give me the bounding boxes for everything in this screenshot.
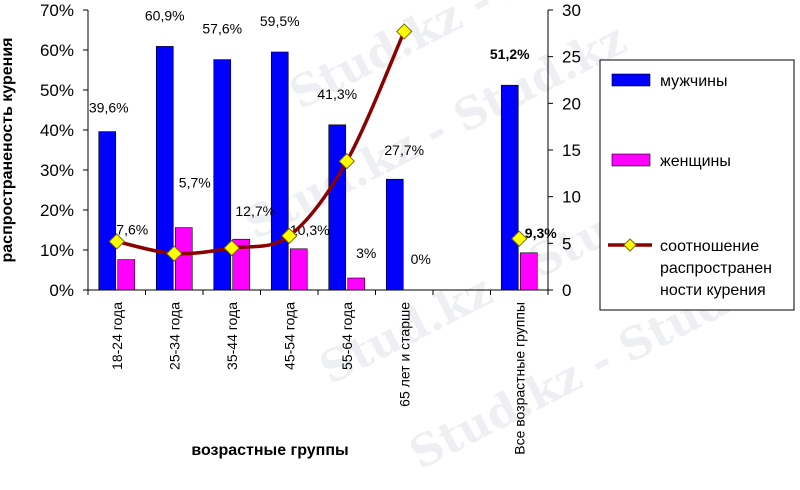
bar-women xyxy=(174,227,193,291)
bar-women xyxy=(347,277,366,291)
x-category-label: Все возрастные группы xyxy=(511,302,527,455)
data-label-women: 12,7% xyxy=(235,203,275,219)
y-left-tick-label: 70% xyxy=(40,1,74,20)
data-label-men: 51,2% xyxy=(490,46,530,62)
y-right-tick-label: 20 xyxy=(562,94,581,113)
data-label-men: 59,5% xyxy=(260,13,300,29)
legend-label: распространен xyxy=(660,260,772,277)
bar-men xyxy=(328,124,347,291)
data-label-men: 41,3% xyxy=(317,86,357,102)
data-label-men: 57,6% xyxy=(202,21,242,37)
x-category-label: 35-44 года xyxy=(224,302,240,370)
data-label-women: 3% xyxy=(356,245,376,261)
x-category-label: 18-24 года xyxy=(109,302,125,370)
y-right-tick-label: 5 xyxy=(562,234,571,253)
y-left-tick-label: 10% xyxy=(40,241,74,260)
data-label-women: 0% xyxy=(411,251,431,267)
bar-men xyxy=(270,51,289,291)
y-left-tick-label: 20% xyxy=(40,201,74,220)
data-label-women: 7,6% xyxy=(116,222,148,238)
ratio-marker xyxy=(396,23,413,40)
y-right-tick-label: 30 xyxy=(562,1,581,20)
ratio-marker xyxy=(223,239,240,257)
ratio-marker xyxy=(338,152,355,170)
y-right-tick-label: 10 xyxy=(562,188,581,207)
x-category-label: 65 лет и старше xyxy=(396,302,412,407)
legend-swatch-men xyxy=(611,73,651,87)
y-left-tick-label: 40% xyxy=(40,121,74,140)
bar-women xyxy=(117,259,136,291)
x-category-label: 45-54 года xyxy=(281,302,297,370)
data-label-men: 27,7% xyxy=(384,142,424,158)
data-label-men: 39,6% xyxy=(89,100,129,116)
bar-men xyxy=(98,131,117,291)
y-right-tick-label: 0 xyxy=(562,281,571,300)
ratio-marker xyxy=(511,230,528,247)
legend-label: ности курения xyxy=(660,282,766,299)
data-label-women: 5,7% xyxy=(179,175,211,191)
data-label-men: 60,9% xyxy=(145,7,185,23)
bar-women xyxy=(232,238,251,291)
legend-label: соотношение xyxy=(660,238,759,255)
bar-men xyxy=(385,178,404,291)
legend-swatch-women xyxy=(611,153,651,167)
bar-men xyxy=(213,59,232,291)
x-axis-title: возрастные группы xyxy=(191,442,348,459)
x-category-label: 25-34 года xyxy=(166,302,182,370)
y-right-tick-label: 25 xyxy=(562,48,581,67)
legend-box xyxy=(599,59,795,311)
bar-men xyxy=(155,46,174,291)
y-axis-title: распространеность курения xyxy=(0,38,16,263)
bar-women xyxy=(289,248,308,291)
y-left-tick-label: 50% xyxy=(40,81,74,100)
bar-women xyxy=(519,252,538,291)
data-label-women: 9,3% xyxy=(525,225,557,241)
legend-label: женщины xyxy=(660,153,731,170)
ratio-marker xyxy=(108,233,125,250)
ratio-marker xyxy=(281,227,298,245)
x-category-label: 55-64 года xyxy=(339,302,355,370)
legend-swatch-ratio-marker xyxy=(623,238,637,252)
y-left-tick-label: 0% xyxy=(49,281,74,300)
y-right-tick-label: 15 xyxy=(562,141,581,160)
legend-label: мужчины xyxy=(660,73,728,90)
ratio-marker xyxy=(166,245,183,262)
y-left-tick-label: 30% xyxy=(40,161,74,180)
y-left-tick-label: 60% xyxy=(40,41,74,60)
bar-men xyxy=(500,84,519,291)
